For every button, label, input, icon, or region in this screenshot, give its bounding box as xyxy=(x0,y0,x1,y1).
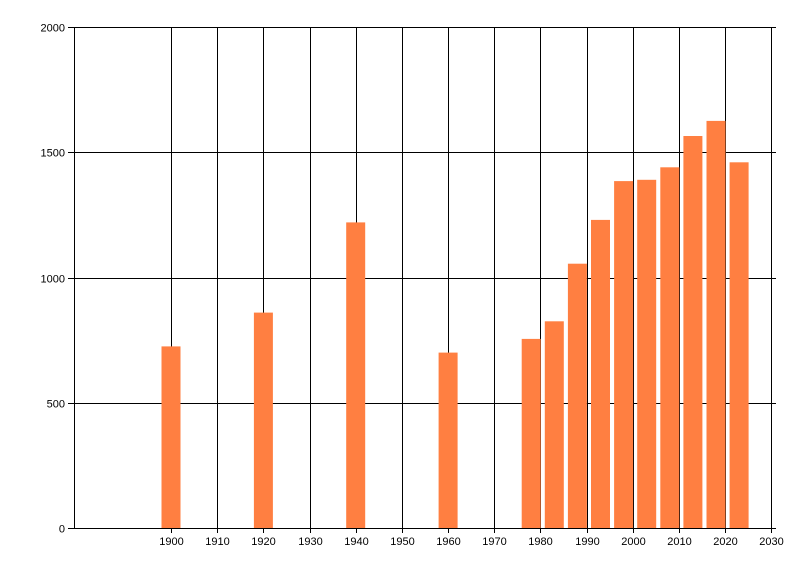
bar xyxy=(567,263,587,528)
y-tick-label: 0 xyxy=(59,524,65,536)
bar xyxy=(683,136,703,528)
y-tick-label: 2000 xyxy=(41,23,65,35)
bar xyxy=(706,120,726,529)
x-tick-label: 1940 xyxy=(344,536,368,548)
bar xyxy=(521,338,541,528)
x-tick-label: 1920 xyxy=(251,536,275,548)
y-tick-label: 500 xyxy=(47,399,65,411)
bar xyxy=(544,321,564,528)
bar xyxy=(614,181,634,528)
x-tick-label: 2030 xyxy=(759,536,783,548)
x-tick-label: 1900 xyxy=(159,536,183,548)
bar xyxy=(729,162,749,529)
bar xyxy=(660,167,680,529)
x-tick-label: 1910 xyxy=(205,536,229,548)
bar xyxy=(591,219,610,528)
y-tick-label: 1500 xyxy=(41,148,65,160)
bar xyxy=(161,346,181,528)
bar xyxy=(637,179,657,529)
bar xyxy=(253,312,273,528)
x-tick-label: 2020 xyxy=(713,536,737,548)
bar xyxy=(438,352,458,528)
x-tick-label: 1990 xyxy=(575,536,599,548)
bar xyxy=(346,222,366,528)
y-tick-label: 1000 xyxy=(41,274,65,286)
x-tick-label: 1970 xyxy=(482,536,506,548)
x-tick-label: 1980 xyxy=(528,536,552,548)
x-tick-label: 1950 xyxy=(390,536,414,548)
x-tick-label: 1930 xyxy=(298,536,322,548)
x-tick-label: 1960 xyxy=(436,536,460,548)
bars xyxy=(161,120,749,529)
x-tick-label: 2010 xyxy=(667,536,691,548)
tick-labels: 1900 1910 1920 1930 1940 1950 1960 1970 1980 1990… xyxy=(41,23,784,549)
axes xyxy=(68,27,776,533)
x-tick-label: 2000 xyxy=(621,536,645,548)
